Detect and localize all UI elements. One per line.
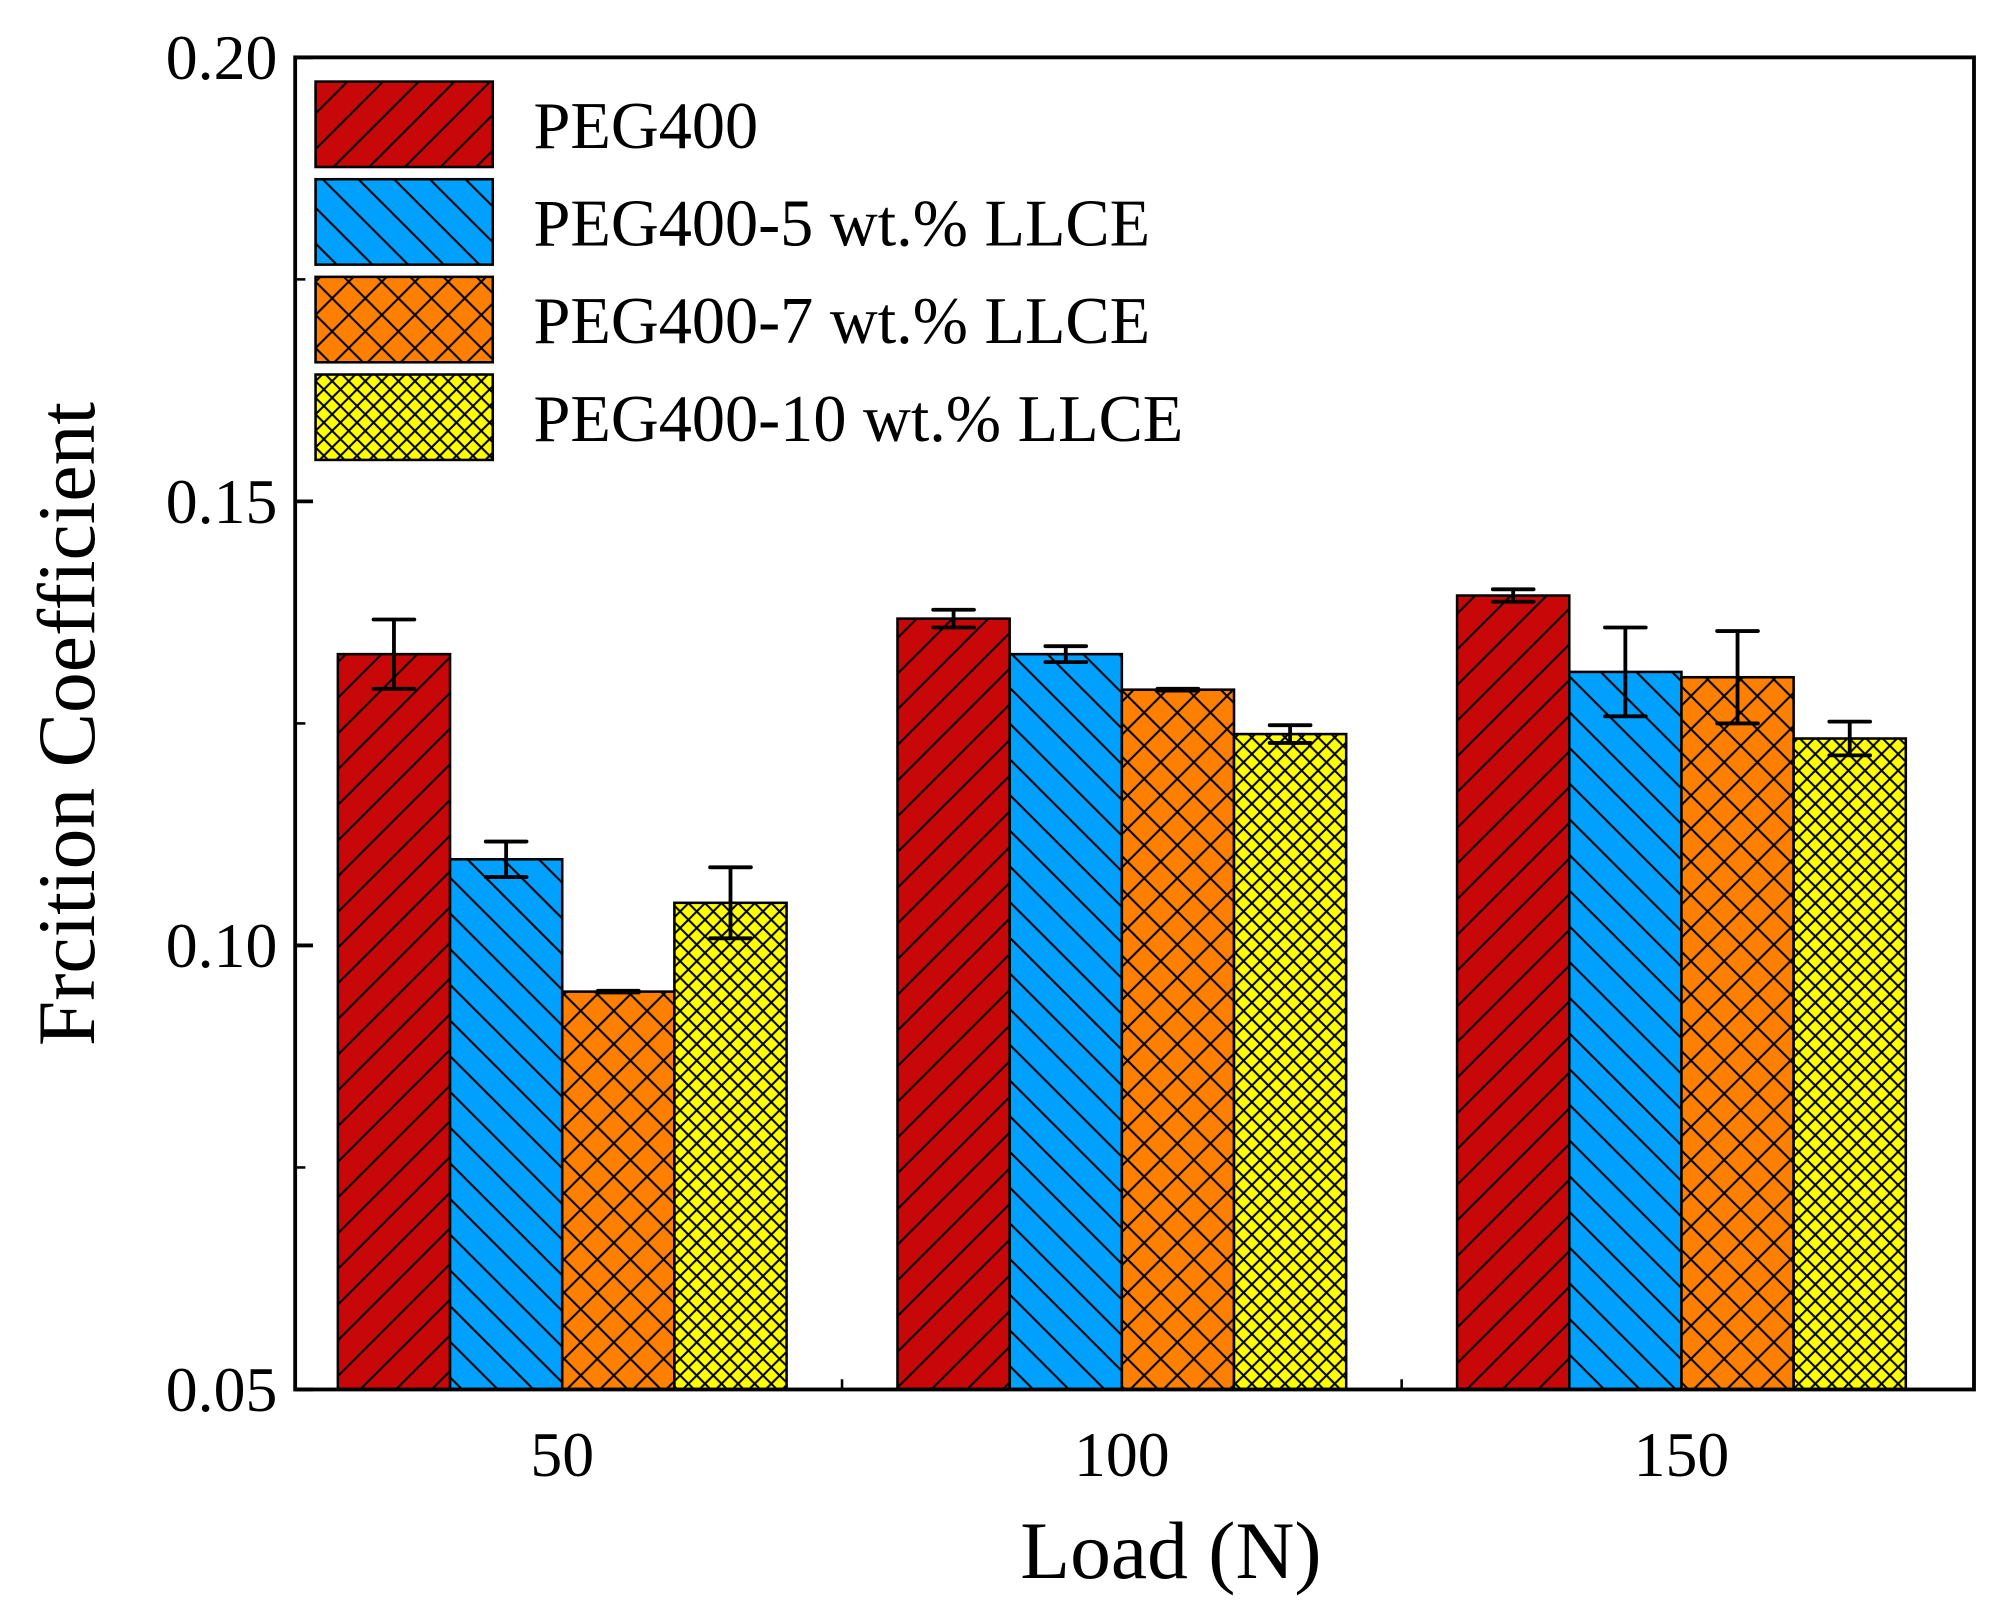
legend-swatch-3	[314, 373, 495, 462]
y-tick-label: 0.15	[166, 466, 278, 537]
legend-label-0: PEG400	[534, 90, 759, 163]
x-tick-label: 50	[530, 1419, 594, 1490]
bar-100-3	[1232, 732, 1348, 1391]
bar-100-1	[1008, 652, 1124, 1391]
legend-label-3: PEG400-10 wt.% LLCE	[534, 383, 1184, 456]
bar-50-0	[336, 652, 452, 1391]
legend: PEG400 PEG400-5 wt.% LLCE PEG400-7 wt.% LL…	[314, 80, 1184, 462]
y-axis-title: Frcition Coefficient	[21, 402, 112, 1047]
legend-swatch-0	[314, 80, 495, 169]
legend-swatch-2	[314, 275, 495, 364]
x-tick-label: 100	[1074, 1419, 1170, 1490]
ticks-layer: 50 100 150 0.05 0.10 0.15 0.20	[166, 22, 1729, 1490]
y-tick-label: 0.20	[166, 22, 278, 93]
bar-50-3	[673, 901, 788, 1391]
x-tick-label: 150	[1634, 1419, 1730, 1490]
x-axis-title: Load (N)	[1020, 1505, 1321, 1596]
bar-100-0	[896, 617, 1011, 1391]
legend-label-2: PEG400-7 wt.% LLCE	[534, 285, 1151, 358]
y-tick-label: 0.05	[166, 1354, 278, 1425]
legend-swatch-1	[314, 177, 495, 266]
y-tick-label: 0.10	[166, 910, 278, 981]
bar-50-1	[448, 858, 564, 1391]
plot-frame	[293, 55, 1976, 1392]
bar-150-3	[1792, 737, 1908, 1391]
bar-150-2	[1680, 675, 1795, 1391]
bar-150-1	[1567, 670, 1683, 1391]
bar-50-2	[560, 990, 676, 1391]
error-bars-layer	[371, 587, 1873, 995]
legend-label-1: PEG400-5 wt.% LLCE	[534, 188, 1151, 261]
bar-150-0	[1455, 594, 1571, 1391]
bars-layer	[336, 594, 1908, 1391]
bar-100-2	[1120, 688, 1236, 1391]
